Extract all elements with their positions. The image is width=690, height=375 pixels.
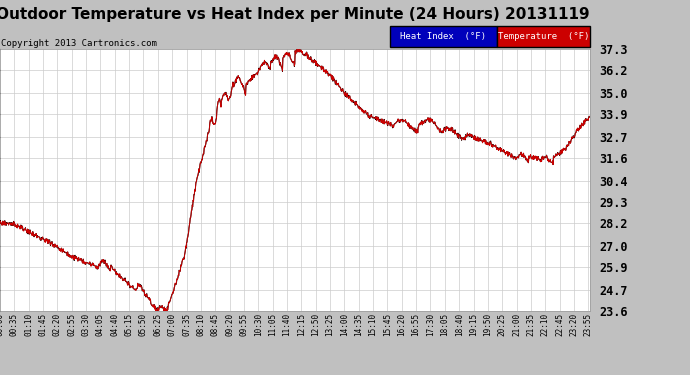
Text: Heat Index  (°F): Heat Index (°F) [400,32,486,41]
Text: Temperature  (°F): Temperature (°F) [497,32,589,41]
Text: Outdoor Temperature vs Heat Index per Minute (24 Hours) 20131119: Outdoor Temperature vs Heat Index per Mi… [0,8,590,22]
Text: Copyright 2013 Cartronics.com: Copyright 2013 Cartronics.com [1,39,157,48]
